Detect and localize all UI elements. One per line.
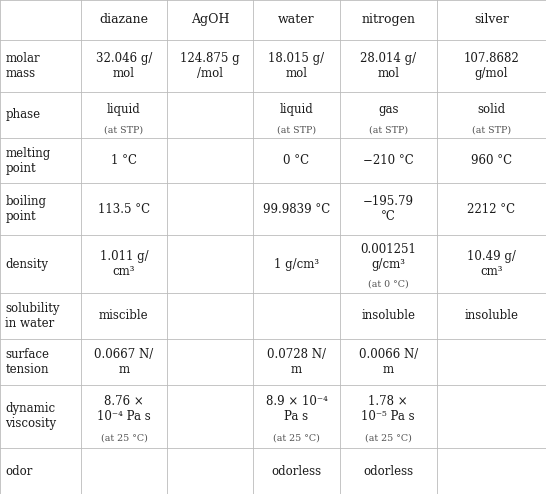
- Text: insoluble: insoluble: [361, 309, 415, 322]
- Text: 0.0066 N/
m: 0.0066 N/ m: [359, 348, 418, 375]
- Text: (at 25 °C): (at 25 °C): [273, 433, 320, 443]
- Text: 0 °C: 0 °C: [283, 154, 310, 167]
- Text: 0.001251
g/cm³: 0.001251 g/cm³: [360, 243, 416, 271]
- Text: 113.5 °C: 113.5 °C: [98, 203, 150, 216]
- Text: (at STP): (at STP): [277, 126, 316, 135]
- Text: (at STP): (at STP): [104, 126, 144, 135]
- Text: (at 0 °C): (at 0 °C): [368, 279, 408, 288]
- Text: 32.046 g/
mol: 32.046 g/ mol: [96, 52, 152, 80]
- Text: 1 °C: 1 °C: [111, 154, 137, 167]
- Text: 1 g/cm³: 1 g/cm³: [274, 257, 319, 271]
- Text: 1.011 g/
cm³: 1.011 g/ cm³: [99, 250, 149, 278]
- Text: miscible: miscible: [99, 309, 149, 322]
- Text: dynamic
viscosity: dynamic viscosity: [5, 403, 57, 430]
- Text: 8.9 × 10⁻⁴
Pa s: 8.9 × 10⁻⁴ Pa s: [265, 395, 328, 423]
- Text: 2212 °C: 2212 °C: [467, 203, 515, 216]
- Text: water: water: [278, 13, 315, 27]
- Text: (at STP): (at STP): [369, 126, 408, 135]
- Text: insoluble: insoluble: [465, 309, 518, 322]
- Text: 124.875 g
/mol: 124.875 g /mol: [180, 52, 240, 80]
- Text: odor: odor: [5, 464, 33, 478]
- Text: solubility
in water: solubility in water: [5, 302, 60, 330]
- Text: liquid: liquid: [280, 103, 313, 116]
- Text: odorless: odorless: [363, 464, 413, 478]
- Text: 107.8682
g/mol: 107.8682 g/mol: [464, 52, 519, 80]
- Text: −210 °C: −210 °C: [363, 154, 413, 167]
- Text: solid: solid: [477, 103, 506, 116]
- Text: 99.9839 °C: 99.9839 °C: [263, 203, 330, 216]
- Text: density: density: [5, 257, 49, 271]
- Text: 28.014 g/
mol: 28.014 g/ mol: [360, 52, 416, 80]
- Text: 10.49 g/
cm³: 10.49 g/ cm³: [467, 250, 516, 278]
- Text: boiling
point: boiling point: [5, 195, 46, 223]
- Text: 0.0728 N/
m: 0.0728 N/ m: [267, 348, 326, 375]
- Text: gas: gas: [378, 103, 399, 116]
- Text: odorless: odorless: [271, 464, 322, 478]
- Text: (at 25 °C): (at 25 °C): [365, 433, 412, 443]
- Text: AgOH: AgOH: [191, 13, 229, 27]
- Text: liquid: liquid: [107, 103, 141, 116]
- Text: 0.0667 N/
m: 0.0667 N/ m: [94, 348, 153, 375]
- Text: −195.79
°C: −195.79 °C: [363, 195, 414, 223]
- Text: molar
mass: molar mass: [5, 52, 40, 80]
- Text: 18.015 g/
mol: 18.015 g/ mol: [269, 52, 324, 80]
- Text: nitrogen: nitrogen: [361, 13, 415, 27]
- Text: melting
point: melting point: [5, 147, 51, 174]
- Text: (at STP): (at STP): [472, 126, 511, 135]
- Text: 1.78 ×
10⁻⁵ Pa s: 1.78 × 10⁻⁵ Pa s: [361, 395, 415, 423]
- Text: 8.76 ×
10⁻⁴ Pa s: 8.76 × 10⁻⁴ Pa s: [97, 395, 151, 423]
- Text: (at 25 °C): (at 25 °C): [100, 433, 147, 443]
- Text: surface
tension: surface tension: [5, 348, 50, 375]
- Text: silver: silver: [474, 13, 509, 27]
- Text: diazane: diazane: [99, 13, 149, 27]
- Text: 960 °C: 960 °C: [471, 154, 512, 167]
- Text: phase: phase: [5, 108, 40, 121]
